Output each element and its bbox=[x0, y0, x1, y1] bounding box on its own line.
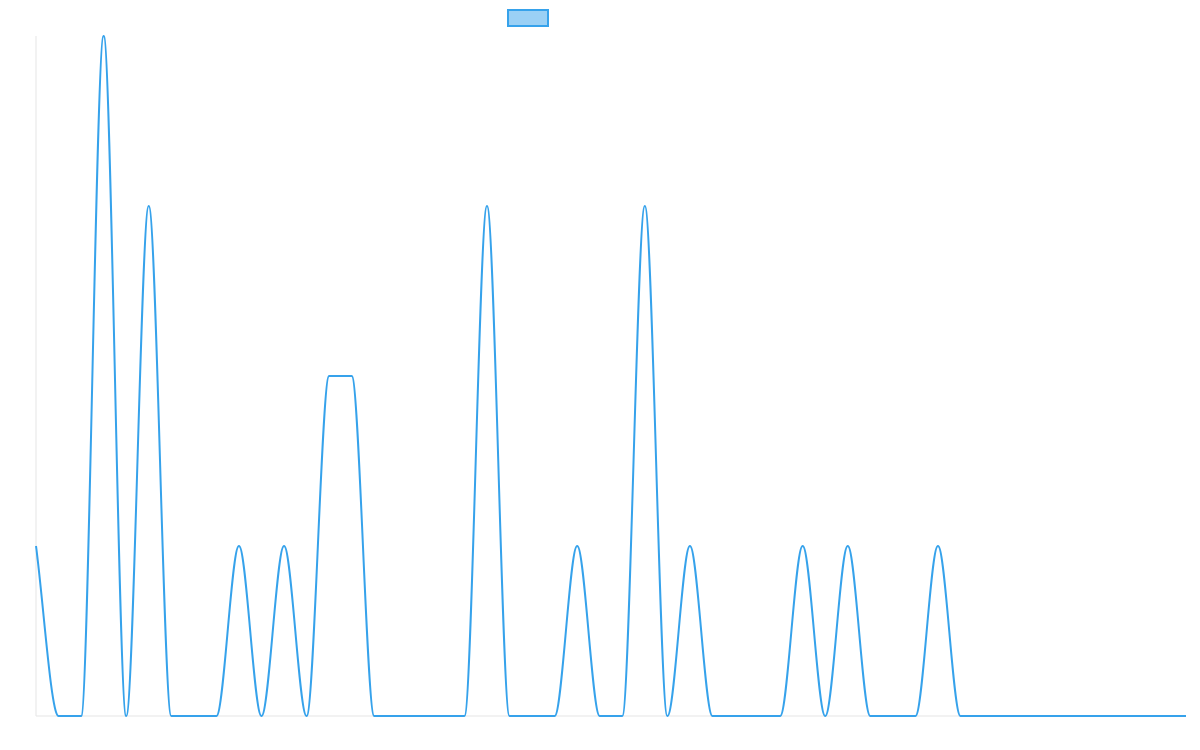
plot-area bbox=[33, 33, 1189, 719]
data-point[interactable] bbox=[822, 713, 828, 719]
data-point[interactable] bbox=[642, 203, 648, 209]
data-point[interactable] bbox=[687, 543, 693, 549]
data-point[interactable] bbox=[1115, 713, 1121, 719]
data-point[interactable] bbox=[552, 713, 558, 719]
data-point[interactable] bbox=[146, 203, 152, 209]
data-point[interactable] bbox=[191, 713, 197, 719]
data-point[interactable] bbox=[867, 713, 873, 719]
legend[interactable] bbox=[507, 9, 549, 27]
data-point[interactable] bbox=[304, 713, 310, 719]
data-point[interactable] bbox=[78, 713, 84, 719]
data-point[interactable] bbox=[33, 543, 39, 549]
axes bbox=[35, 36, 1186, 717]
data-point[interactable] bbox=[890, 713, 896, 719]
data-point[interactable] bbox=[597, 713, 603, 719]
data-point[interactable] bbox=[281, 543, 287, 549]
data-point[interactable] bbox=[1093, 713, 1099, 719]
data-point[interactable] bbox=[1160, 713, 1166, 719]
data-point[interactable] bbox=[709, 713, 715, 719]
data-point[interactable] bbox=[168, 713, 174, 719]
data-point[interactable] bbox=[1048, 713, 1054, 719]
data-point[interactable] bbox=[619, 713, 625, 719]
data-point[interactable] bbox=[529, 713, 535, 719]
data-point[interactable] bbox=[258, 713, 264, 719]
data-point[interactable] bbox=[101, 33, 107, 39]
data-point[interactable] bbox=[1003, 713, 1009, 719]
series-line bbox=[35, 35, 1186, 717]
data-point[interactable] bbox=[123, 713, 129, 719]
data-point[interactable] bbox=[416, 713, 422, 719]
data-point[interactable] bbox=[507, 713, 513, 719]
data-point[interactable] bbox=[980, 713, 986, 719]
data-point[interactable] bbox=[777, 713, 783, 719]
data-point[interactable] bbox=[755, 713, 761, 719]
data-point[interactable] bbox=[935, 543, 941, 549]
data-point[interactable] bbox=[1025, 713, 1031, 719]
data-point[interactable] bbox=[236, 543, 242, 549]
data-point[interactable] bbox=[958, 713, 964, 719]
data-point[interactable] bbox=[349, 373, 355, 379]
data-point[interactable] bbox=[800, 543, 806, 549]
data-point[interactable] bbox=[56, 713, 62, 719]
legend-swatch[interactable] bbox=[507, 9, 549, 27]
data-point[interactable] bbox=[1070, 713, 1076, 719]
data-point[interactable] bbox=[484, 203, 490, 209]
data-point[interactable] bbox=[326, 373, 332, 379]
data-point[interactable] bbox=[912, 713, 918, 719]
data-point[interactable] bbox=[371, 713, 377, 719]
data-point[interactable] bbox=[1183, 713, 1189, 719]
data-point[interactable] bbox=[439, 713, 445, 719]
data-point[interactable] bbox=[574, 543, 580, 549]
data-point[interactable] bbox=[461, 713, 467, 719]
data-point[interactable] bbox=[845, 543, 851, 549]
data-point[interactable] bbox=[1138, 713, 1144, 719]
data-point[interactable] bbox=[732, 713, 738, 719]
data-point[interactable] bbox=[664, 713, 670, 719]
data-point[interactable] bbox=[394, 713, 400, 719]
data-point[interactable] bbox=[213, 713, 219, 719]
